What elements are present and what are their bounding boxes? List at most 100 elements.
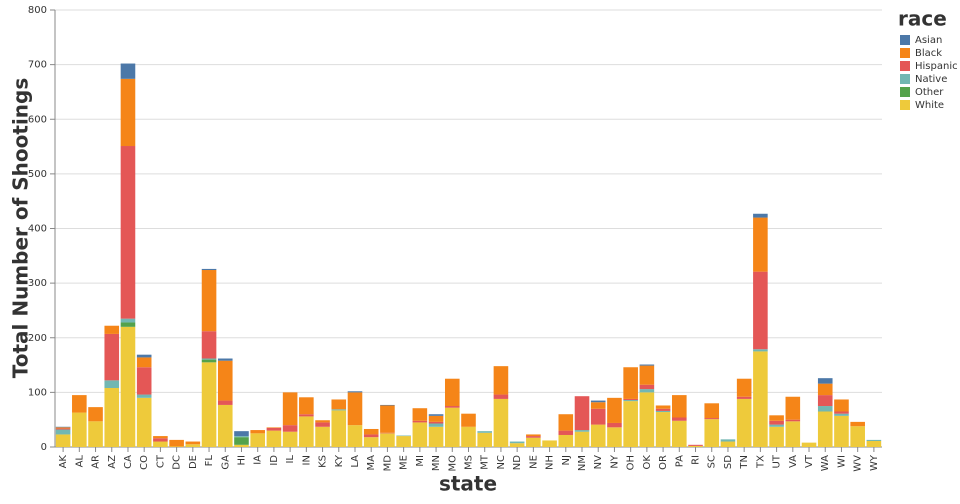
x-tick-label: MA: [366, 455, 377, 471]
y-tick-label: 500: [28, 169, 47, 180]
bar-segment: [428, 414, 444, 416]
bar-segment: [558, 430, 574, 435]
x-tick-label: LA: [350, 455, 361, 468]
bar-segment: [55, 429, 71, 435]
bar-segment: [120, 78, 136, 147]
bar-segment: [590, 408, 606, 425]
bar-segment: [672, 417, 687, 421]
x-tick-label: NC: [496, 455, 507, 469]
bar-segment: [444, 378, 460, 407]
x-tick-label: NY: [609, 454, 620, 468]
legend-swatch: [900, 35, 910, 45]
bar-segment: [412, 422, 428, 447]
bar-segment: [704, 418, 720, 420]
x-tick-label: SC: [707, 455, 718, 468]
legend-label: Native: [915, 74, 947, 85]
bar-segment: [201, 331, 217, 359]
x-tick-label: GA: [220, 455, 231, 470]
bar-segment: [104, 325, 120, 334]
bar-segment: [380, 432, 395, 434]
bar-segment: [217, 400, 233, 405]
bar-segment: [380, 404, 395, 406]
bar-segment: [136, 394, 152, 398]
y-tick-label: 100: [28, 387, 47, 398]
x-tick-label: VT: [804, 454, 815, 468]
bar-segment: [526, 434, 541, 437]
bar-segment: [315, 420, 330, 423]
legend-swatch: [900, 74, 910, 84]
bar-segment: [623, 400, 638, 402]
bar-segment: [153, 438, 168, 442]
bar-segment: [493, 398, 509, 447]
bar-segment: [607, 397, 622, 423]
bar-segment: [753, 351, 768, 447]
bar-segment: [785, 421, 801, 447]
bar-segment: [282, 425, 298, 432]
bar-segment: [120, 63, 136, 79]
bar-segment: [590, 424, 606, 447]
x-tick-label: DE: [188, 455, 199, 469]
bar-segment: [201, 358, 217, 360]
x-tick-label: DC: [172, 455, 183, 470]
x-tick-label: ME: [399, 455, 410, 470]
bar-segment: [185, 441, 201, 445]
x-tick-label: NJ: [561, 455, 572, 465]
x-tick-label: MO: [447, 455, 458, 472]
y-tick-label: 700: [28, 60, 47, 71]
bar-segment: [461, 413, 476, 427]
bar-segment: [396, 436, 411, 447]
bar-segment: [655, 408, 671, 411]
bar-segment: [104, 388, 120, 447]
x-tick-label: ID: [269, 455, 280, 466]
bar-segment: [866, 440, 882, 447]
x-tick-label: MD: [382, 455, 393, 472]
x-axis-title: state: [439, 472, 497, 496]
bar-segment: [590, 402, 606, 409]
bar-segment: [461, 426, 476, 447]
x-tick-label: RI: [691, 455, 702, 465]
bar-segment: [315, 422, 330, 427]
bar-segment: [590, 400, 606, 403]
bar-segment: [412, 420, 428, 423]
bar-segment: [834, 413, 849, 416]
bar-segment: [655, 410, 671, 413]
bar-segment: [347, 391, 363, 393]
bar-segment: [704, 419, 720, 447]
bar-segment: [282, 431, 298, 447]
x-tick-label: IN: [301, 455, 312, 465]
bar-segment: [477, 431, 493, 433]
x-tick-label: TN: [739, 455, 750, 470]
bar-segment: [509, 443, 525, 447]
bar-segment: [299, 397, 314, 415]
bar-segment: [769, 420, 784, 425]
bar-segment: [380, 433, 395, 447]
bar-segment: [217, 404, 233, 447]
bar-segment: [817, 411, 833, 447]
bar-segment: [509, 441, 525, 444]
bar-segment: [55, 428, 71, 430]
bar-segment: [817, 383, 833, 396]
bar-segment: [299, 414, 314, 417]
y-tick-label: 0: [41, 442, 47, 453]
bar-segment: [153, 436, 168, 439]
x-tick-label: OK: [642, 455, 653, 470]
x-tick-label: IL: [285, 455, 296, 464]
legend-title: race: [898, 7, 947, 31]
bar-segment: [104, 333, 120, 381]
y-tick-label: 400: [28, 224, 47, 235]
bar-segment: [120, 326, 136, 447]
legend-swatch: [900, 87, 910, 97]
bar-segment: [736, 378, 752, 397]
bar-segment: [201, 268, 217, 271]
bar-segment: [55, 427, 71, 429]
bar-segment: [331, 409, 347, 411]
bar-segment: [834, 415, 849, 447]
bar-segment: [720, 441, 736, 447]
bar-segment: [266, 427, 282, 428]
bar-segment: [607, 422, 622, 428]
bar-segment: [201, 362, 217, 447]
bar-segment: [104, 380, 120, 389]
x-tick-label: OR: [658, 455, 669, 470]
x-tick-label: ND: [512, 455, 523, 470]
